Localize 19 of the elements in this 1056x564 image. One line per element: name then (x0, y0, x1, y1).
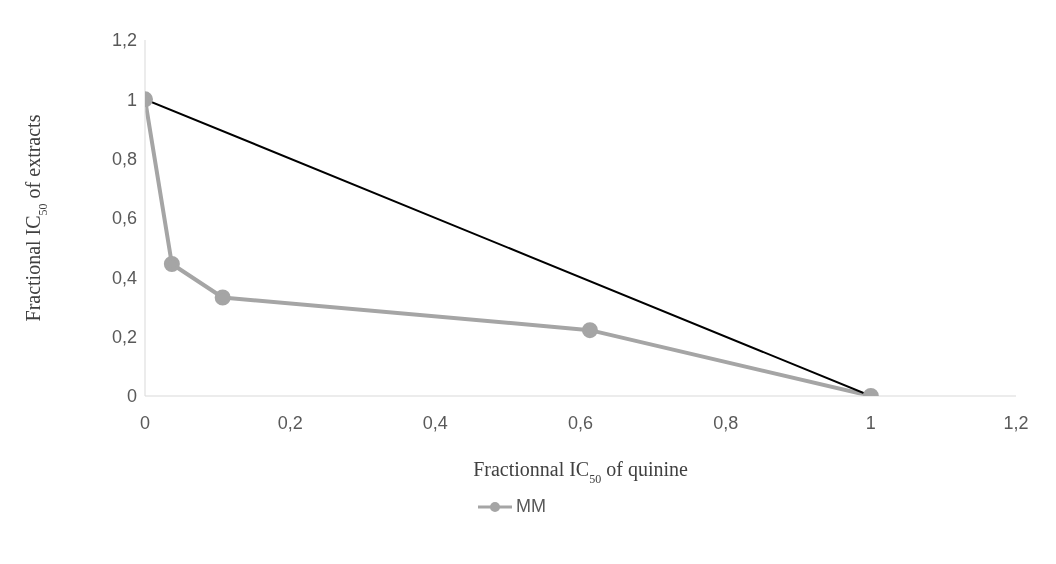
legend-label: MM (516, 496, 546, 517)
point (214, 289, 231, 306)
x-tick-label: 1,2 (1003, 412, 1029, 433)
x-tick-label: 0,2 (277, 412, 303, 433)
y-tick-label: 0,2 (111, 327, 137, 348)
y-tick-label: 1 (126, 89, 137, 110)
y-tick-label: 0,6 (111, 208, 137, 229)
y-tick-label: 0,8 (111, 149, 137, 170)
point (163, 255, 180, 272)
x-tick-label: 1 (865, 412, 876, 433)
y-tick-label: 0 (126, 386, 137, 407)
y-tick-label: 1,2 (111, 30, 137, 51)
x-tick-label: 0 (139, 412, 151, 433)
x-tick-label: 0,4 (422, 412, 448, 433)
point (581, 322, 598, 339)
y-tick-label: 0,4 (111, 267, 137, 288)
x-tick-label: 0,6 (567, 412, 594, 433)
x-axis-title: Fractionnal IC$_{50}$ of quinine (473, 458, 688, 486)
x-tick-label: 0,8 (713, 412, 739, 433)
